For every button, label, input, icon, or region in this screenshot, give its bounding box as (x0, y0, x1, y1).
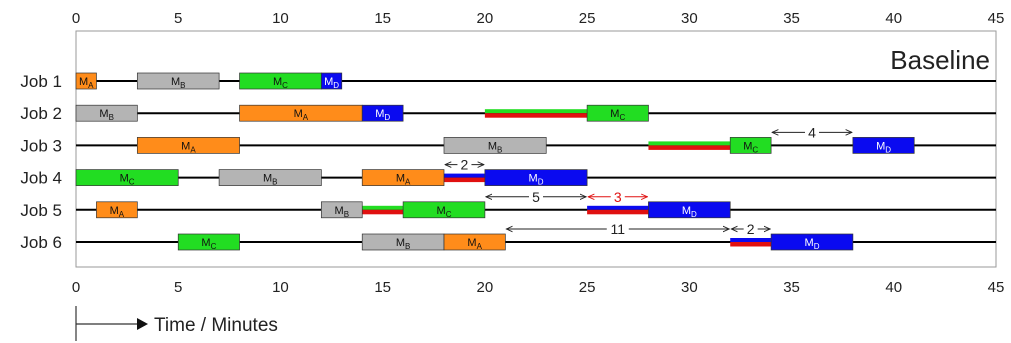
task-bar (586, 104, 649, 122)
task-bar (75, 104, 138, 122)
wait-segment-top (444, 173, 485, 178)
bottom-tick-label: 15 (374, 279, 391, 296)
gap-label-bg (743, 221, 758, 236)
bottom-tick-label: 30 (681, 279, 698, 296)
gap-label-bg (805, 124, 819, 140)
task-bar (852, 137, 915, 154)
gap-label: 3 (614, 189, 622, 205)
task-bar (177, 233, 240, 251)
wait-segment (648, 145, 731, 150)
task-bar (443, 137, 547, 154)
bottom-axis: 0 5 10 15 20 25 30 35 40 45 (72, 279, 1005, 296)
wait-segment-top (648, 141, 731, 146)
wait-segment-top (730, 238, 772, 242)
bottom-tick-label: 0 (72, 279, 80, 296)
job-row: Job 3 MA MB MC MD4 (20, 124, 996, 155)
wait-segment (444, 177, 485, 183)
bottom-tick-label: 40 (885, 279, 902, 296)
gap-label: 11 (611, 221, 626, 237)
wait-segment (362, 209, 404, 215)
job-row: Job 4 MC MB MA MD2 (20, 156, 996, 188)
task-bar (361, 169, 445, 186)
job-label: Job 6 (20, 233, 62, 252)
bottom-tick-label: 20 (477, 279, 494, 296)
task-bar (96, 201, 138, 219)
job-label: Job 4 (20, 169, 62, 188)
task-bar (729, 137, 772, 154)
task-bar (218, 169, 322, 186)
bottom-tick-label: 10 (272, 279, 289, 296)
top-tick-label: 5 (174, 10, 182, 27)
time-axis-arrowhead (137, 318, 148, 330)
top-tick-label: 15 (374, 10, 391, 27)
task-bar (320, 72, 343, 90)
wait-segment (730, 242, 772, 247)
top-tick-label: 20 (477, 10, 494, 27)
task-bar (136, 72, 220, 90)
top-tick-label: 35 (783, 10, 800, 27)
wait-segment-top (587, 205, 649, 210)
bottom-tick-label: 35 (783, 279, 800, 296)
job-label: Job 3 (20, 136, 62, 155)
gap-label-bg (610, 188, 625, 204)
gap-label: 4 (808, 124, 816, 140)
gap-label: 2 (461, 157, 469, 173)
top-tick-label: 10 (272, 10, 289, 27)
top-tick-label: 25 (579, 10, 596, 27)
job-row: Job 2 MB MA MD MC (20, 104, 996, 123)
gap-label-bg (529, 188, 543, 204)
bottom-tick-label: 5 (174, 279, 182, 296)
task-bar (75, 169, 179, 186)
bottom-tick-label: 45 (988, 279, 1005, 296)
top-tick-label: 40 (885, 10, 902, 27)
task-bar (402, 201, 486, 219)
wait-segment (587, 209, 649, 215)
wait-segment-top (362, 205, 404, 210)
top-tick-label: 30 (681, 10, 698, 27)
task-bar (443, 233, 506, 251)
top-tick-label: 0 (72, 10, 80, 27)
bottom-tick-label: 25 (579, 279, 596, 296)
wait-segment-top (484, 109, 588, 114)
task-bar (648, 201, 731, 219)
task-bar (770, 233, 854, 251)
task-bar (484, 169, 588, 186)
gap-label: 2 (747, 221, 755, 237)
gap-label-bg (457, 156, 472, 172)
top-tick-label: 45 (988, 10, 1005, 27)
gap-label-bg (606, 221, 629, 236)
x-axis-label: Time / Minutes (154, 315, 278, 336)
top-axis: 0 5 10 15 20 25 30 35 40 45 (72, 10, 1005, 27)
task-bar (75, 72, 97, 90)
job-label: Job 2 (20, 104, 62, 123)
gap-label: 5 (532, 189, 540, 205)
job-row: Job 5 MA MB MC MD5 3 (20, 188, 996, 220)
plot-frame (75, 30, 997, 268)
job-label: Job 5 (20, 201, 62, 220)
task-bar (136, 137, 240, 154)
wait-segment (484, 113, 588, 118)
chart-title: Baseline (890, 45, 990, 75)
task-bar (361, 104, 404, 122)
job-label: Job 1 (20, 72, 62, 91)
time-axis-label: Time / Minutes (75, 306, 278, 341)
job-row: Job 1 MA MB MC MD (20, 72, 996, 91)
task-bar (320, 201, 363, 219)
